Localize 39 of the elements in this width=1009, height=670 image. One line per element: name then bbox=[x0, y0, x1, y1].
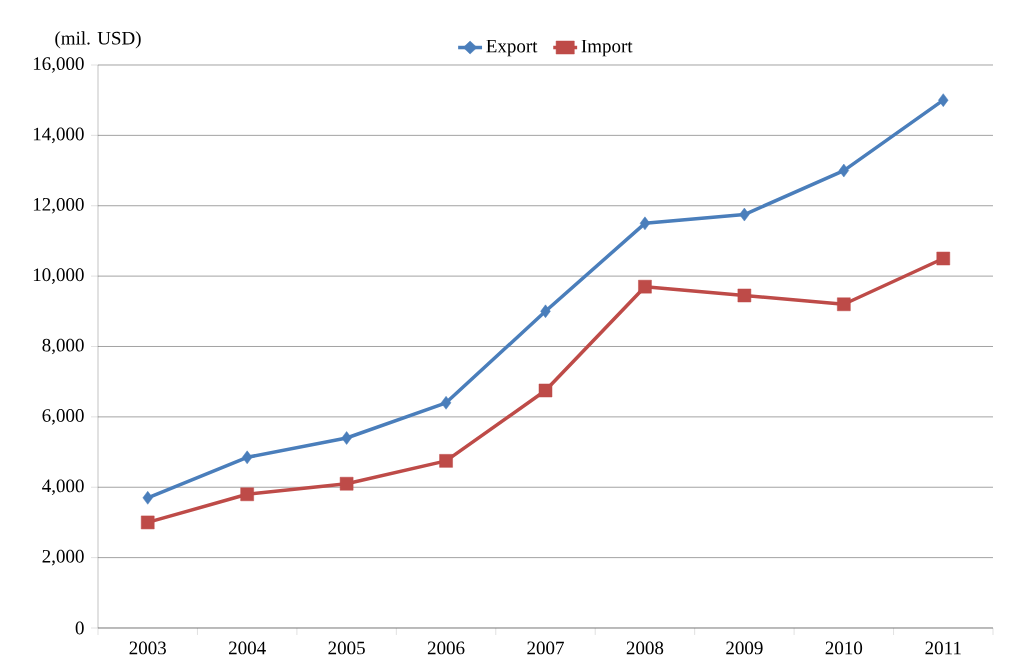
x-tick-label: 2009 bbox=[726, 641, 763, 655]
x-tick-label: 2006 bbox=[427, 641, 465, 655]
point bbox=[538, 383, 553, 398]
legend-label: Import bbox=[581, 39, 633, 57]
y-tick-label: 2,000 bbox=[42, 549, 84, 566]
point bbox=[339, 476, 354, 491]
legend-label: Export bbox=[486, 39, 538, 57]
point bbox=[242, 450, 253, 465]
point bbox=[142, 491, 153, 505]
point bbox=[639, 216, 651, 231]
point bbox=[838, 163, 849, 178]
point bbox=[240, 487, 254, 502]
y-tick-label: 12,000 bbox=[33, 197, 84, 214]
point bbox=[837, 297, 851, 312]
y-tick-label: 16,000 bbox=[33, 57, 84, 73]
point bbox=[938, 93, 949, 107]
y-axis-title: (mil. USD) bbox=[55, 31, 141, 49]
point bbox=[737, 288, 752, 303]
x-tick-label: 2007 bbox=[527, 641, 564, 655]
point bbox=[540, 304, 551, 319]
y-tick-label: 0 bbox=[75, 621, 84, 635]
x-tick-label: 2003 bbox=[129, 641, 166, 655]
y-tick-label: 10,000 bbox=[33, 268, 84, 284]
point bbox=[439, 454, 453, 468]
y-tick-label: 6,000 bbox=[42, 409, 84, 425]
point bbox=[140, 515, 155, 530]
x-tick-label: 2010 bbox=[825, 641, 863, 655]
point bbox=[440, 396, 452, 410]
y-tick-label: 14,000 bbox=[33, 127, 84, 144]
point bbox=[341, 431, 352, 445]
x-tick-label: 2008 bbox=[626, 641, 664, 655]
y-tick-label: 8,000 bbox=[42, 338, 84, 355]
point bbox=[739, 207, 750, 222]
point bbox=[936, 251, 951, 266]
y-tick-label: 4,000 bbox=[42, 479, 84, 496]
x-tick-label: 2011 bbox=[925, 641, 961, 655]
point bbox=[638, 279, 652, 294]
x-tick-label: 2005 bbox=[328, 641, 365, 655]
x-tick-label: 2004 bbox=[229, 641, 266, 655]
